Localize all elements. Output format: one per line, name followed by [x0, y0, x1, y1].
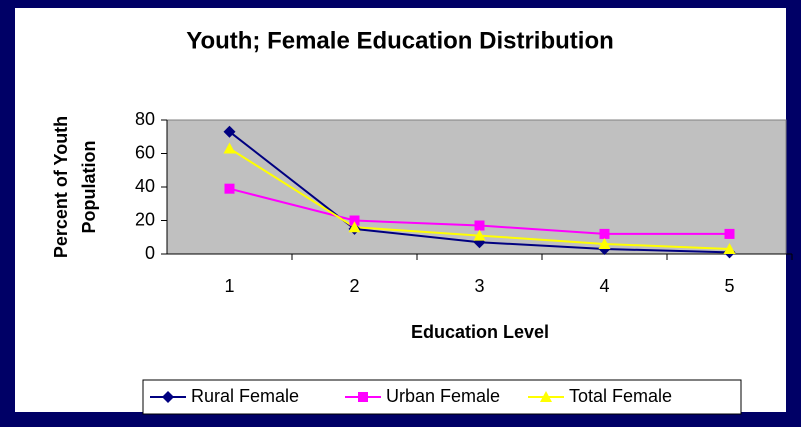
marker: [358, 392, 368, 402]
marker: [723, 242, 736, 254]
marker: [348, 221, 361, 233]
y-tick-label: 0: [145, 243, 155, 263]
marker: [724, 228, 735, 239]
y-tick-label: 60: [135, 142, 155, 162]
marker: [224, 183, 235, 194]
marker: [162, 391, 174, 403]
y-tick-label: 80: [135, 109, 155, 129]
marker: [349, 215, 360, 226]
legend: [142, 379, 742, 415]
marker: [223, 142, 236, 154]
y-axis-title: Population: [79, 141, 99, 234]
marker: [223, 125, 236, 138]
chart-title: Youth; Female Education Distribution: [186, 27, 614, 54]
plot-area: [166, 119, 787, 255]
marker: [473, 229, 486, 241]
marker: [598, 237, 611, 249]
x-tick-label: 5: [724, 276, 734, 296]
marker: [474, 220, 485, 231]
legend-label: Total Female: [569, 386, 672, 406]
y-axis-title: Percent of Youth: [51, 116, 71, 258]
x-tick-label: 4: [599, 276, 609, 296]
legend-label: Urban Female: [386, 386, 500, 406]
marker: [599, 228, 610, 239]
x-tick-label: 1: [224, 276, 234, 296]
legend-label: Rural Female: [191, 386, 299, 406]
y-tick-label: 20: [135, 209, 155, 229]
x-axis-title: Education Level: [411, 322, 549, 342]
y-tick-label: 40: [135, 176, 155, 196]
x-tick-label: 2: [349, 276, 359, 296]
marker: [540, 391, 552, 402]
x-tick-label: 3: [474, 276, 484, 296]
